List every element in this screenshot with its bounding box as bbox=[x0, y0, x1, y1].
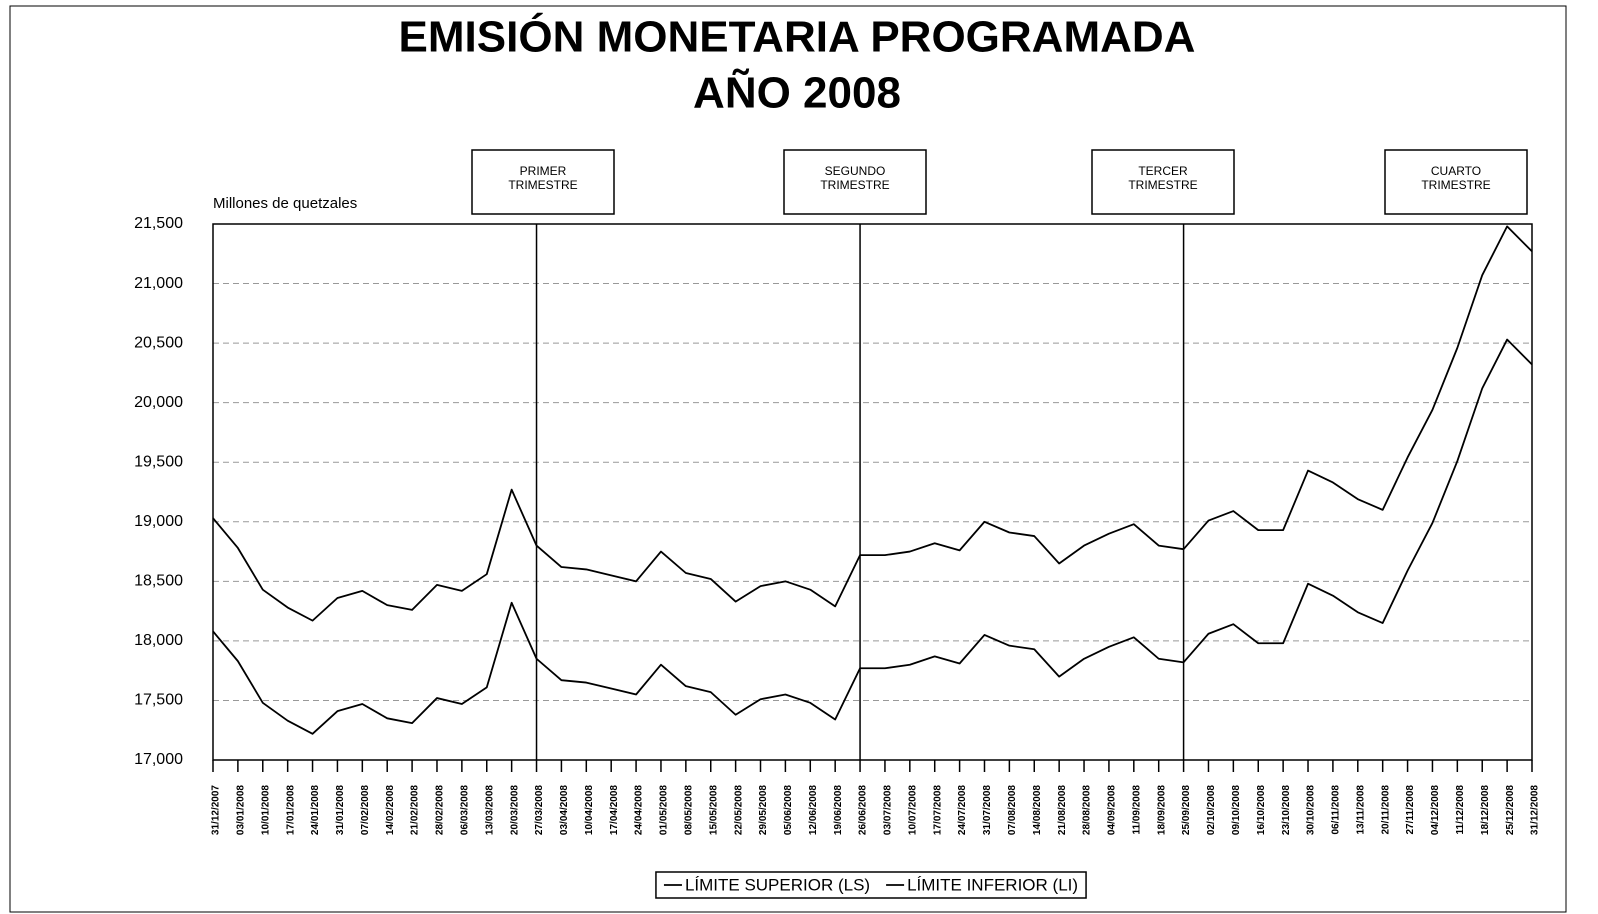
quarter-label: TERCER bbox=[1138, 164, 1188, 178]
x-tick-label: 08/05/2008 bbox=[683, 785, 694, 835]
x-tick-label: 10/07/2008 bbox=[907, 785, 918, 835]
x-tick-label: 26/06/2008 bbox=[858, 785, 869, 835]
y-tick-label: 21,500 bbox=[134, 215, 183, 232]
x-tick-label: 18/09/2008 bbox=[1156, 785, 1167, 835]
x-tick-label: 07/08/2008 bbox=[1007, 785, 1018, 835]
y-tick-label: 19,000 bbox=[134, 513, 183, 530]
x-tick-label: 03/01/2008 bbox=[236, 785, 247, 835]
x-tick-label: 12/06/2008 bbox=[808, 785, 819, 835]
x-tick-label: 15/05/2008 bbox=[708, 785, 719, 835]
quarter-label: PRIMER bbox=[520, 164, 567, 178]
x-tick-label: 07/02/2008 bbox=[360, 785, 371, 835]
x-tick-label: 09/10/2008 bbox=[1231, 785, 1242, 835]
x-tick-label: 21/08/2008 bbox=[1057, 785, 1068, 835]
quarter-label: TRIMESTRE bbox=[1128, 178, 1197, 192]
x-tick-label: 13/11/2008 bbox=[1355, 785, 1366, 835]
x-tick-label: 28/02/2008 bbox=[435, 785, 446, 835]
y-tick-label: 17,000 bbox=[134, 751, 183, 768]
quarter-label: TRIMESTRE bbox=[820, 178, 889, 192]
x-tick-label: 06/11/2008 bbox=[1331, 785, 1342, 835]
x-tick-label: 24/01/2008 bbox=[310, 785, 321, 835]
x-tick-label: 16/10/2008 bbox=[1256, 785, 1267, 835]
x-tick-label: 31/01/2008 bbox=[335, 785, 346, 835]
quarter-label: CUARTO bbox=[1431, 164, 1481, 178]
quarter-box bbox=[471, 149, 615, 215]
y-tick-label: 19,500 bbox=[134, 453, 183, 470]
x-tick-label: 19/06/2008 bbox=[833, 785, 844, 835]
x-tick-label: 14/02/2008 bbox=[385, 785, 396, 835]
quarter-label: TRIMESTRE bbox=[1421, 178, 1490, 192]
chart-title: AÑO 2008 bbox=[693, 68, 901, 118]
x-tick-label: 29/05/2008 bbox=[758, 785, 769, 835]
y-tick-label: 17,500 bbox=[134, 692, 183, 709]
y-tick-label: 21,000 bbox=[134, 275, 183, 292]
chart-title: EMISIÓN MONETARIA PROGRAMADA bbox=[399, 12, 1196, 62]
x-tick-label: 25/09/2008 bbox=[1181, 785, 1192, 835]
x-tick-label: 25/12/2008 bbox=[1505, 785, 1516, 835]
x-tick-label: 14/08/2008 bbox=[1032, 785, 1043, 835]
x-tick-label: 11/09/2008 bbox=[1131, 785, 1142, 835]
y-tick-label: 18,500 bbox=[134, 573, 183, 590]
legend-label: LÍMITE INFERIOR (LI) bbox=[907, 875, 1078, 894]
series-line bbox=[212, 338, 1533, 735]
x-tick-label: 27/03/2008 bbox=[534, 785, 545, 835]
x-tick-label: 31/07/2008 bbox=[982, 785, 993, 835]
x-tick-label: 06/03/2008 bbox=[460, 785, 471, 835]
x-tick-label: 03/04/2008 bbox=[559, 785, 570, 835]
x-tick-label: 17/01/2008 bbox=[285, 785, 296, 835]
x-tick-label: 21/02/2008 bbox=[410, 785, 421, 835]
legend: LÍMITE SUPERIOR (LS) LÍMITE INFERIOR (LI) bbox=[655, 871, 1087, 899]
x-tick-label: 04/09/2008 bbox=[1107, 785, 1118, 835]
x-tick-label: 13/03/2008 bbox=[484, 785, 495, 835]
x-tick-label: 05/06/2008 bbox=[783, 785, 794, 835]
y-tick-label: 20,500 bbox=[134, 334, 183, 351]
quarter-box bbox=[1384, 149, 1528, 215]
x-tick-label: 17/04/2008 bbox=[609, 785, 620, 835]
x-tick-label: 18/12/2008 bbox=[1480, 785, 1491, 835]
quarter-label: SEGUNDO bbox=[825, 164, 886, 178]
x-tick-label: 11/12/2008 bbox=[1455, 785, 1466, 835]
x-tick-label: 20/11/2008 bbox=[1380, 785, 1391, 835]
y-tick-label: 20,000 bbox=[134, 394, 183, 411]
x-tick-label: 24/07/2008 bbox=[957, 785, 968, 835]
legend-label: LÍMITE SUPERIOR (LS) bbox=[685, 875, 870, 894]
x-tick-label: 24/04/2008 bbox=[634, 785, 645, 835]
quarter-box bbox=[783, 149, 927, 215]
x-tick-label: 02/10/2008 bbox=[1206, 785, 1217, 835]
x-tick-label: 27/11/2008 bbox=[1405, 785, 1416, 835]
x-tick-label: 10/01/2008 bbox=[260, 785, 271, 835]
x-tick-label: 04/12/2008 bbox=[1430, 785, 1441, 835]
x-tick-label: 10/04/2008 bbox=[584, 785, 595, 835]
x-tick-label: 22/05/2008 bbox=[733, 785, 744, 835]
x-tick-label: 01/05/2008 bbox=[659, 785, 670, 835]
x-tick-label: 28/08/2008 bbox=[1082, 785, 1093, 835]
series-line bbox=[212, 225, 1533, 622]
quarter-box bbox=[1091, 149, 1235, 215]
y-tick-label: 18,000 bbox=[134, 632, 183, 649]
quarter-label: TRIMESTRE bbox=[508, 178, 577, 192]
x-tick-label: 23/10/2008 bbox=[1281, 785, 1292, 835]
plot-border bbox=[212, 223, 1533, 761]
x-tick-label: 17/07/2008 bbox=[932, 785, 943, 835]
x-tick-label: 31/12/2008 bbox=[1530, 785, 1541, 835]
y-axis-label: Millones de quetzales bbox=[213, 195, 357, 212]
frame bbox=[9, 5, 1567, 913]
legend-box bbox=[655, 871, 1087, 899]
x-tick-label: 20/03/2008 bbox=[509, 785, 520, 835]
x-tick-label: 31/12/2007 bbox=[211, 785, 222, 835]
x-tick-label: 30/10/2008 bbox=[1306, 785, 1317, 835]
x-tick-label: 03/07/2008 bbox=[883, 785, 894, 835]
